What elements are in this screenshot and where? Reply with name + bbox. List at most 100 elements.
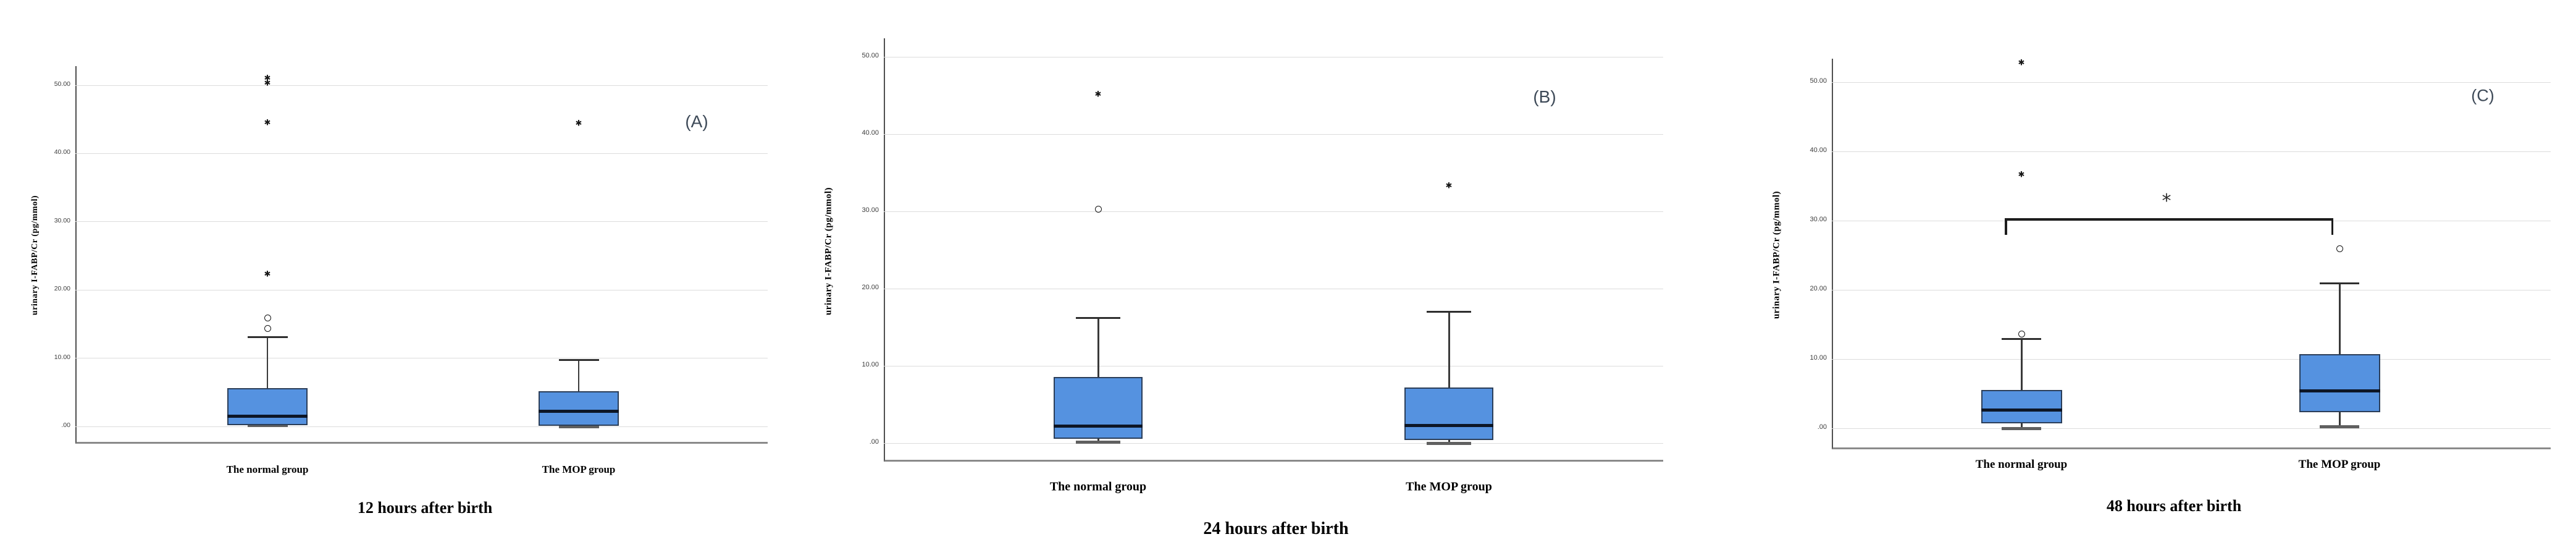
x-category-label: The MOP group [1406,480,1492,494]
y-gridline [1832,151,2551,152]
whisker-cap-bottom [2320,425,2359,429]
significance-asterisk: * [2162,190,2171,212]
outlier-circle [2336,245,2343,253]
significance-bracket-right-tick [2331,218,2333,235]
y-tick-label: 10.00 [54,353,70,361]
y-tick-label: 30.00 [54,216,70,224]
y-gridline [884,211,1663,212]
y-gridline [884,442,1663,444]
x-category-label: The normal group [1049,480,1147,494]
whisker-line-lower [2020,423,2023,428]
outlier-circle [264,314,271,321]
whisker-cap-bottom [2002,426,2041,430]
y-gridline [1832,82,2551,83]
iqr-box [227,388,308,425]
y-tick-label: 40.00 [54,148,70,156]
y-gridline [75,153,768,154]
whisker-cap-top [2002,338,2041,341]
plot-area [884,38,1663,462]
outlier-asterisk: ✱ [264,118,271,128]
outlier-asterisk: ✱ [264,269,271,279]
whisker-cap-top [247,336,288,338]
whisker-cap-bottom [1076,441,1120,444]
x-category-label: The MOP group [2298,458,2381,471]
whisker-cap-top [1076,317,1120,319]
outlier-asterisk: ✱ [264,74,271,83]
y-tick-label: 40.00 [1810,146,1827,154]
iqr-box [1981,390,2062,424]
whisker-line-lower [1097,438,1099,442]
whisker-cap-bottom [247,424,288,428]
panel-title: 24 hours after birth [1203,519,1349,538]
whisker-cap-top [1427,311,1471,313]
iqr-box [1404,387,1493,440]
median-line [1981,409,2062,412]
outlier-asterisk: ✱ [2018,170,2025,180]
y-gridline [1832,428,2551,429]
whisker-line-lower [2338,412,2341,427]
y-tick-label: 50.00 [54,80,70,88]
outlier-asterisk: ✱ [264,78,271,88]
whisker-line-upper [1097,318,1099,377]
whisker-line-upper [1448,311,1450,387]
y-tick-label: 50.00 [862,52,879,59]
panel-title: 48 hours after birth [2106,497,2242,515]
x-category-label: The MOP group [542,464,616,475]
y-tick-label: 10.00 [1810,354,1827,362]
y-tick-label: 50.00 [1810,77,1827,85]
whisker-line-upper [266,337,269,389]
outlier-circle [264,324,271,332]
y-gridline [75,221,768,222]
y-axis-title: urinary I-FABP/Cr (pg/mmol) [1771,190,1782,319]
whisker-line-upper [577,360,580,391]
significance-bracket-left-tick [2005,218,2007,235]
y-tick-label: 20.00 [1810,285,1827,292]
y-tick-label: 20.00 [54,285,70,293]
iqr-box [2299,354,2380,413]
y-gridline [75,426,768,427]
median-line [2299,389,2380,393]
panel-letter-label: (C) [2471,86,2494,105]
whisker-line-upper [2338,283,2341,355]
outlier-asterisk: ✱ [575,119,582,129]
outlier-asterisk: ✱ [1094,90,1102,100]
iqr-box [539,391,619,426]
panel-letter-label: (A) [685,112,708,131]
panel-letter-label: (B) [1533,87,1556,106]
y-tick-label: .00 [1817,423,1827,431]
y-tick-label: 20.00 [862,284,879,291]
panel-title: 12 hours after birth [357,499,493,517]
median-line [227,414,308,418]
x-category-label: The normal group [1975,458,2068,471]
outlier-asterisk: ✱ [2018,58,2025,68]
plot-area [75,66,768,444]
median-line [1404,423,1493,427]
outlier-asterisk: ✱ [1445,181,1453,191]
whisker-cap-top [2320,282,2359,285]
outlier-circle [1094,205,1102,213]
y-gridline [75,85,768,86]
y-gridline [884,133,1663,135]
y-gridline [1832,358,2551,360]
median-line [1054,425,1143,428]
y-tick-label: .00 [61,421,70,429]
significance-bracket-horizontal [2005,218,2333,221]
y-tick-label: 40.00 [862,129,879,137]
iqr-box [1054,376,1143,439]
x-category-label: The normal group [226,464,309,475]
y-tick-label: 30.00 [1810,216,1827,223]
plot-area [1832,59,2551,449]
y-tick-label: 10.00 [862,361,879,368]
whisker-cap-bottom [558,425,599,428]
outlier-circle [2018,331,2025,338]
whisker-cap-top [558,359,599,362]
whisker-cap-bottom [1427,441,1471,445]
y-tick-label: .00 [869,438,879,446]
y-tick-label: 30.00 [862,206,879,214]
whisker-line-upper [2020,339,2023,391]
median-line [539,410,619,413]
